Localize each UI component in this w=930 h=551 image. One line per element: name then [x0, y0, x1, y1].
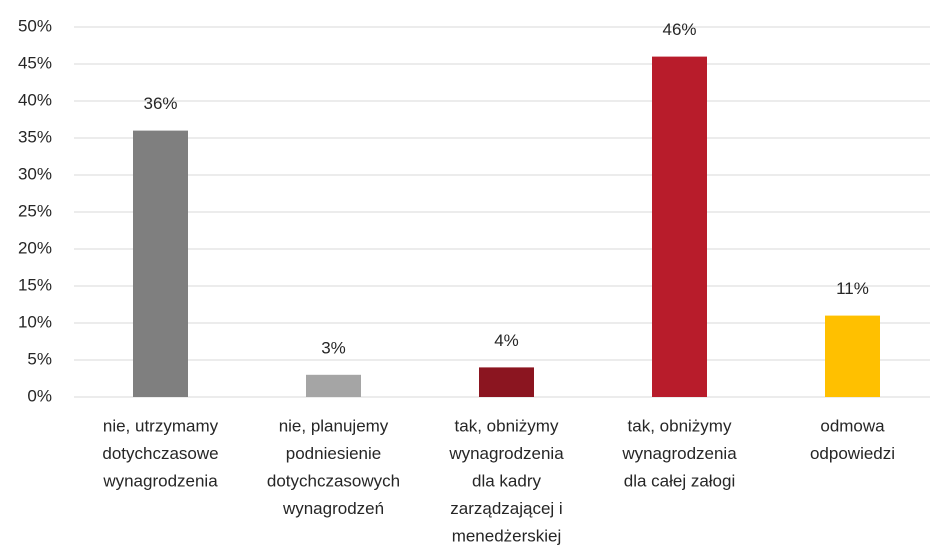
bar [479, 367, 534, 397]
x-tick-label: dotychczasowe [102, 444, 218, 463]
x-tick-label: wynagrodzenia [448, 444, 564, 463]
data-label: 3% [321, 338, 346, 357]
y-tick-label: 10% [18, 312, 52, 331]
x-tick-label: tak, obniżymy [455, 416, 559, 435]
x-tick-label: nie, planujemy [279, 416, 389, 435]
y-tick-label: 20% [18, 238, 52, 257]
y-tick-label: 35% [18, 127, 52, 146]
x-tick-label: odpowiedzi [810, 444, 895, 463]
data-label: 4% [494, 331, 519, 350]
x-tick-label: tak, obniżymy [628, 416, 732, 435]
y-tick-label: 45% [18, 53, 52, 72]
x-tick-label: nie, utrzymamy [103, 416, 219, 435]
x-tick-label: wynagrodzenia [102, 471, 218, 490]
y-tick-label: 0% [27, 386, 52, 405]
data-label: 46% [662, 20, 696, 39]
data-label: 36% [143, 94, 177, 113]
x-tick-label: zarządzającej i [450, 499, 562, 518]
y-tick-label: 15% [18, 275, 52, 294]
bar [652, 56, 707, 397]
x-tick-label: wynagrodzenia [621, 444, 737, 463]
x-tick-label: menedżerskiej [452, 526, 562, 545]
bar [133, 130, 188, 397]
y-tick-label: 40% [18, 90, 52, 109]
x-tick-label: dla całej załogi [624, 471, 736, 490]
bar [825, 315, 880, 397]
x-tick-label: odmowa [820, 416, 885, 435]
data-label: 11% [836, 279, 869, 298]
y-tick-label: 25% [18, 201, 52, 220]
y-tick-label: 30% [18, 164, 52, 183]
x-tick-label: wynagrodzeń [282, 499, 384, 518]
y-tick-label: 5% [27, 349, 52, 368]
x-tick-label: podniesienie [286, 444, 381, 463]
x-tick-label: dla kadry [472, 471, 541, 490]
x-tick-label: dotychczasowych [267, 471, 400, 490]
bar [306, 374, 361, 397]
y-tick-label: 50% [18, 16, 52, 35]
